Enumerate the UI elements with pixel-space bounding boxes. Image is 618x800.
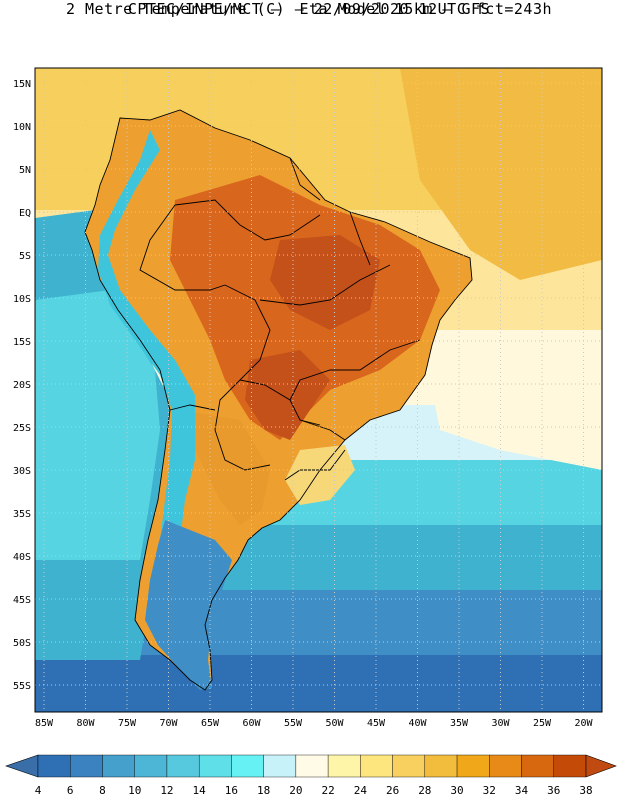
lat-lon-grid xyxy=(35,68,602,712)
latitude-label: 40S xyxy=(13,552,31,563)
longitude-labels: 85W 80W 75W 70W 65W 60W 55W 50W 45W 40W 35W 30W 25W 2… xyxy=(35,718,594,729)
pacific-cyan-water xyxy=(35,290,160,560)
colorbar-label: 30 xyxy=(450,784,463,797)
colorbar-high-arrow xyxy=(585,754,617,778)
longitude-label: 25W xyxy=(533,718,552,729)
latitude-label: 10S xyxy=(13,294,31,305)
colorbar-swatch xyxy=(489,754,522,778)
latitude-labels: 15N 10N 5N EQ 5S 10S 15S 20S 25S 30S 35S 40S 45S 50S 5… xyxy=(13,79,31,692)
latitude-label: 30S xyxy=(13,466,31,477)
land-warm-south xyxy=(180,410,270,525)
country-borders xyxy=(84,109,473,691)
longitude-label: 35W xyxy=(450,718,469,729)
latitude-label: 15N xyxy=(13,79,31,90)
latitude-label: 35S xyxy=(13,509,31,520)
latitude-label: 25S xyxy=(13,423,31,434)
colorbar-label: 8 xyxy=(99,784,106,797)
colorbar-swatch xyxy=(295,754,329,778)
longitude-label: 65W xyxy=(201,718,220,729)
longitude-label: 80W xyxy=(76,718,95,729)
colorbar-label: 20 xyxy=(289,784,302,797)
land-very-hot-north xyxy=(270,235,380,330)
atlantic-pale-water xyxy=(430,360,602,470)
longitude-label: 20W xyxy=(574,718,593,729)
longitude-label: 85W xyxy=(35,718,54,729)
atlantic-hot-water xyxy=(400,68,602,280)
latitude-label: 55S xyxy=(13,681,31,692)
colorbar-swatch xyxy=(37,754,71,778)
colorbar-label: 34 xyxy=(515,784,529,797)
colorbar-label: 24 xyxy=(354,784,368,797)
map-title-line-1: CPTEC/INPE/MCT – Eta Model 15km – GFS xyxy=(127,0,491,18)
colorbar-label: 26 xyxy=(386,784,399,797)
latitude-label: 50S xyxy=(13,638,31,649)
colorbar-label: 22 xyxy=(321,784,334,797)
colorbar-label: 14 xyxy=(193,784,207,797)
longitude-label: 70W xyxy=(159,718,178,729)
latitude-label: EQ xyxy=(19,208,31,219)
colorbar-swatch xyxy=(521,754,554,778)
colorbar-swatch xyxy=(263,754,297,778)
colorbar-label: 16 xyxy=(225,784,238,797)
colorbar-label: 38 xyxy=(579,784,592,797)
latitude-label: 5S xyxy=(19,251,31,262)
latitude-label: 15S xyxy=(13,337,31,348)
colorbar-label: 4 xyxy=(35,784,42,797)
colorbar-swatch xyxy=(360,754,393,778)
andes-cold-strip xyxy=(98,130,195,560)
latitude-label: 5N xyxy=(19,165,31,176)
latitude-label: 10N xyxy=(13,122,31,133)
longitude-label: 50W xyxy=(325,718,344,729)
colorbar-swatch xyxy=(231,754,264,778)
colorbar-label: 10 xyxy=(128,784,141,797)
map-layers xyxy=(35,68,602,712)
colorbar-swatch xyxy=(327,754,361,778)
colorbar-swatch xyxy=(424,754,458,778)
map-frame xyxy=(34,67,603,713)
colorbar-swatch xyxy=(392,754,426,778)
longitude-label: 55W xyxy=(284,718,303,729)
ocean-band-deep xyxy=(35,655,602,712)
colorbar-swatch xyxy=(198,754,232,778)
colorbar-swatch xyxy=(102,754,135,778)
colorbar-swatch xyxy=(553,754,587,778)
colorbar-label: 32 xyxy=(483,784,496,797)
longitude-label: 75W xyxy=(118,718,137,729)
latitude-label: 45S xyxy=(13,595,31,606)
colorbar-label: 18 xyxy=(257,784,270,797)
map-title-line-2: 2 Metre Temperature (C) – 22/09/2020 12U… xyxy=(65,0,553,18)
colorbar-label: 36 xyxy=(547,784,560,797)
longitude-label: 40W xyxy=(408,718,427,729)
colorbar-label: 28 xyxy=(418,784,431,797)
colorbar-label: 12 xyxy=(160,784,173,797)
longitude-label: 30W xyxy=(491,718,510,729)
colorbar-low-arrow xyxy=(5,754,39,778)
longitude-label: 60W xyxy=(242,718,261,729)
colorbar-label: 6 xyxy=(67,784,74,797)
colorbar-swatch xyxy=(134,754,168,778)
longitude-label: 45W xyxy=(367,718,386,729)
patagonia-cold xyxy=(145,520,232,690)
latitude-label: 20S xyxy=(13,380,31,391)
land-very-hot-core xyxy=(245,350,330,440)
colorbar-swatch xyxy=(456,754,490,778)
colorbar: 4 6 8 10 12 14 16 18 20 22 24 26 28 30 32 34 36 38 xyxy=(5,754,617,797)
colorbar-swatch xyxy=(166,754,200,778)
colorbar-swatch xyxy=(70,754,103,778)
